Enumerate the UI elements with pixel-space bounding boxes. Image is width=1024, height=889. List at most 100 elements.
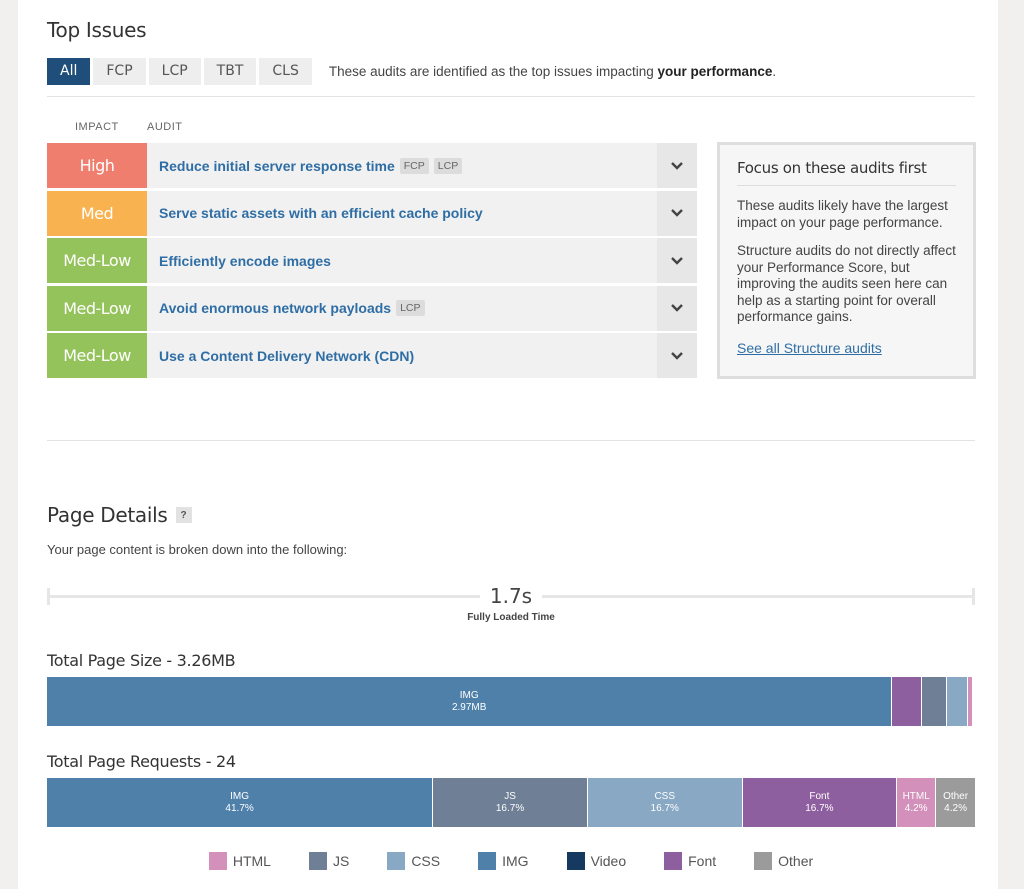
segment-label: HTML <box>902 790 930 802</box>
segment-value: 16.7% <box>650 802 679 814</box>
chevron-down-icon <box>671 351 683 360</box>
segment-value: 16.7% <box>495 802 525 814</box>
issue-row[interactable]: Med-Low Use a Content Delivery Network (C… <box>47 333 697 378</box>
segment-label: IMG <box>230 790 250 802</box>
bar-segment-other[interactable]: Other 4.2% <box>936 778 976 827</box>
fully-loaded-value-text: 1.7s <box>479 584 543 608</box>
issue-row[interactable]: High Reduce initial server response time F… <box>47 143 697 188</box>
tabs-description-end: . <box>772 64 777 79</box>
issue-row[interactable]: Med-Low Efficiently encode images <box>47 238 697 283</box>
tabs-description: These audits are identified as the top i… <box>329 64 776 79</box>
legend-swatch <box>478 852 497 870</box>
report-page: Top Issues All FCP LCP TBT CLS These aud… <box>18 0 998 889</box>
impact-badge: High <box>47 143 147 188</box>
audit-title-link[interactable]: Efficiently encode images <box>159 252 331 269</box>
legend-item-html: HTML <box>208 852 271 870</box>
page-details-subtitle: Your page content is broken down into th… <box>47 542 348 557</box>
bar-segment-css[interactable] <box>947 677 969 726</box>
audit-cell: Avoid enormous network payloads LCP <box>147 286 657 331</box>
page-size-bar: IMG 2.97MB <box>47 677 975 726</box>
impact-badge: Med-Low <box>47 238 147 283</box>
chevron-down-icon <box>671 209 683 217</box>
divider <box>47 440 975 441</box>
focus-panel-title: Focus on these audits first <box>737 159 956 186</box>
bar-segment-js[interactable]: JS 16.7% <box>433 778 588 827</box>
segment-value: 4.2% <box>904 802 928 814</box>
bar-segment-font[interactable] <box>892 677 923 726</box>
bar-segment-html[interactable]: HTML 4.2% <box>897 778 937 827</box>
audit-title-link[interactable]: Serve static assets with an efficient ca… <box>159 205 483 221</box>
page-requests-bar: IMG 41.7% JS 16.7% CSS 16.7% Font 16.7% HTML 4.2%… <box>47 778 976 827</box>
bar-segment-css[interactable]: CSS 16.7% <box>587 778 743 827</box>
metric-filter-tabs: All FCP LCP TBT CLS These audits are ide… <box>47 58 776 85</box>
legend-swatch <box>308 852 327 870</box>
segment-value: 41.7% <box>225 802 254 814</box>
segment-value: 4.2% <box>944 802 967 814</box>
legend-item-img: IMG <box>478 852 529 870</box>
divider <box>47 96 975 97</box>
bar-segment-font[interactable]: Font 16.7% <box>742 778 898 827</box>
tab-fcp[interactable]: FCP <box>93 58 146 85</box>
timeline-end-cap <box>972 588 975 605</box>
impact-badge: Med <box>47 190 147 236</box>
expand-button[interactable] <box>657 143 697 188</box>
total-page-requests-title: Total Page Requests - 24 <box>47 752 236 771</box>
fully-loaded-value: 1.7s <box>47 584 975 608</box>
bar-segment-img[interactable]: IMG 2.97MB <box>47 677 893 726</box>
metric-tag: LCP <box>396 300 425 316</box>
segment-label: Other <box>943 790 969 802</box>
tabs-description-bold: your performance <box>657 64 773 79</box>
bar-segment-js[interactable] <box>922 677 948 726</box>
expand-button[interactable] <box>657 190 697 236</box>
segment-label: CSS <box>654 790 675 802</box>
tab-all[interactable]: All <box>47 58 91 85</box>
chevron-down-icon <box>671 256 683 265</box>
legend-label: Video <box>590 853 627 869</box>
fully-loaded-label: Fully Loaded Time <box>467 612 555 623</box>
bar-segment-img[interactable]: IMG 41.7% <box>47 778 434 827</box>
tab-lcp[interactable]: LCP <box>148 58 201 85</box>
impact-badge: Med-Low <box>47 285 147 331</box>
legend-swatch <box>566 852 585 870</box>
metric-tag: FCP <box>399 157 429 174</box>
see-all-structure-audits-link[interactable]: See all Structure audits <box>737 339 882 356</box>
tab-cls[interactable]: CLS <box>259 58 312 85</box>
content-type-legend: HTML JS CSS IMG Video Font Other <box>47 852 975 870</box>
expand-button[interactable] <box>657 285 697 331</box>
legend-label: IMG <box>502 853 529 869</box>
legend-item-js: JS <box>308 852 350 870</box>
page-details-title: Page Details <box>47 503 168 527</box>
legend-label: JS <box>332 853 350 869</box>
impact-badge: Med-Low <box>47 333 147 378</box>
issue-row[interactable]: Med-Low Avoid enormous network payloads LC… <box>47 285 697 331</box>
audit-cell: Efficiently encode images <box>147 238 657 283</box>
audit-cell: Reduce initial server response time FCP LC… <box>147 143 657 188</box>
focus-panel: Focus on these audits first These audits… <box>717 142 976 379</box>
issue-row[interactable]: Med Serve static assets with an efficient… <box>47 190 697 236</box>
legend-swatch <box>387 852 406 870</box>
bar-segment-html[interactable] <box>968 677 973 726</box>
expand-button[interactable] <box>657 238 697 283</box>
page-details-header: Page Details ? <box>47 503 192 527</box>
audit-cell: Use a Content Delivery Network (CDN) <box>147 333 657 378</box>
chevron-down-icon <box>671 304 683 312</box>
focus-panel-text-2: Structure audits do not directly affect … <box>737 243 956 324</box>
legend-swatch <box>754 852 773 870</box>
tab-tbt[interactable]: TBT <box>203 58 257 85</box>
total-page-size-title: Total Page Size - 3.26MB <box>47 651 236 670</box>
segment-value: 2.97MB <box>451 701 487 713</box>
legend-label: CSS <box>411 853 441 869</box>
top-issues-title: Top Issues <box>47 18 147 42</box>
audit-title-link[interactable]: Reduce initial server response time <box>159 157 395 174</box>
impact-column-header: IMPACT <box>75 121 119 133</box>
expand-button[interactable] <box>657 333 697 378</box>
legend-label: HTML <box>232 853 271 869</box>
metric-tag: LCP <box>433 157 463 174</box>
audit-title-link[interactable]: Avoid enormous network payloads <box>159 300 392 316</box>
legend-swatch <box>664 852 683 870</box>
help-icon[interactable]: ? <box>175 507 192 523</box>
audit-title-link[interactable]: Use a Content Delivery Network (CDN) <box>159 347 415 364</box>
issues-list: High Reduce initial server response time F… <box>47 143 697 381</box>
legend-item-other: Other <box>754 852 813 870</box>
legend-swatch <box>208 852 227 870</box>
